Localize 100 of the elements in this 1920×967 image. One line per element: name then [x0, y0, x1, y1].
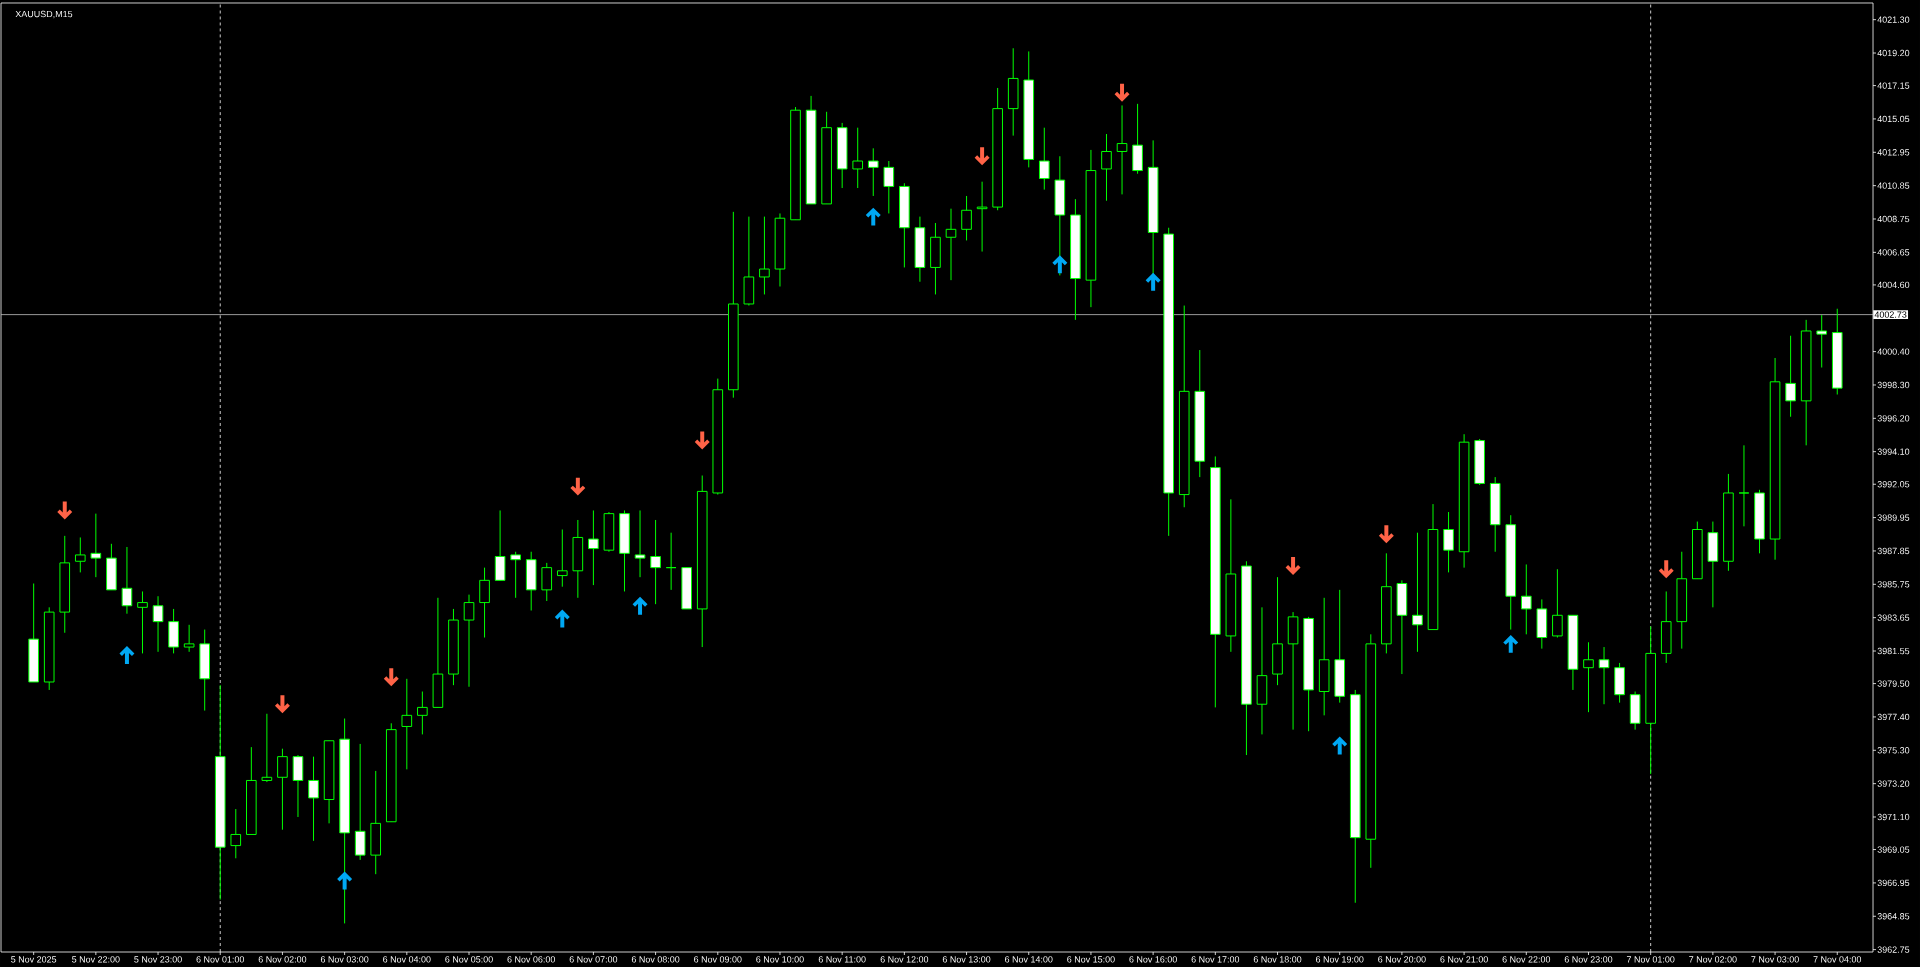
x-tick-label: 6 Nov 08:00 [631, 956, 680, 963]
x-tick-label: 7 Nov 04:00 [1813, 956, 1862, 963]
candlestick [1038, 127, 1050, 191]
candlestick [1816, 314, 1828, 368]
y-tick-label: 3975.30 [1877, 747, 1910, 754]
candlestick [961, 195, 972, 241]
candlestick [277, 748, 288, 831]
x-tick-label: 6 Nov 03:00 [320, 956, 369, 963]
candlestick [121, 546, 133, 615]
y-tick-label: 4021.30 [1877, 16, 1910, 23]
point [119, 646, 135, 664]
point [974, 147, 990, 166]
x-tick-label: 6 Nov 22:00 [1502, 956, 1551, 963]
y-tick-label: 3989.95 [1877, 514, 1910, 521]
point [1658, 560, 1674, 579]
candlestick [1738, 444, 1750, 527]
y-tick-label: 3962.75 [1877, 946, 1910, 953]
y-tick-label: 3996.20 [1877, 415, 1910, 422]
y-tick-label: 4019.20 [1877, 49, 1910, 57]
candlestick [556, 529, 568, 588]
candlestick [292, 754, 304, 818]
candlestick [1785, 335, 1796, 418]
candlestick [230, 808, 242, 859]
y-tick-label: 4010.85 [1877, 182, 1910, 189]
x-tick-label: 5 Nov 2025 [11, 956, 57, 963]
x-tick-label: 6 Nov 09:00 [694, 956, 742, 963]
x-tick-label: 6 Nov 04:00 [383, 956, 431, 963]
x-tick-label: 7 Nov 02:00 [1689, 956, 1737, 963]
y-tick-label: 3969.05 [1877, 846, 1910, 853]
y-tick-label: 3987.85 [1877, 547, 1910, 555]
x-tick-label: 7 Nov 03:00 [1751, 956, 1799, 963]
ref-line-label: 4002.73 [1874, 311, 1907, 318]
x-tick-label: 6 Nov 10:00 [756, 956, 804, 963]
x-tick-label: 6 Nov 11:00 [818, 956, 866, 963]
candlestick [852, 127, 864, 189]
candlestick [183, 624, 195, 653]
point [1145, 272, 1161, 291]
x-tick-label: 6 Nov 01:00 [196, 956, 245, 963]
point [632, 596, 648, 615]
x-tick-label: 6 Nov 21:00 [1440, 956, 1488, 963]
candlestick [261, 713, 273, 783]
y-tick-label: 3998.30 [1877, 381, 1910, 389]
candlestick [665, 532, 677, 591]
x-tick-label: 5 Nov 23:00 [134, 956, 182, 963]
candlestick [494, 509, 506, 581]
y-tick-label: 3964.85 [1877, 913, 1910, 920]
point [1285, 557, 1301, 576]
y-tick-label: 4012.95 [1877, 149, 1910, 156]
candlestick [945, 208, 957, 281]
candlestick [1552, 568, 1563, 639]
point [337, 871, 353, 890]
y-tick-label: 3983.65 [1877, 614, 1910, 621]
candlestick [479, 567, 490, 639]
x-tick-label: 6 Nov 19:00 [1315, 956, 1364, 963]
candlestick [510, 551, 521, 599]
y-tick-label: 4000.40 [1877, 348, 1910, 355]
x-tick-label: 6 Nov 17:00 [1191, 956, 1240, 963]
x-tick-label: 6 Nov 18:00 [1253, 956, 1302, 963]
point [694, 431, 710, 450]
y-tick-label: 3979.50 [1877, 680, 1910, 687]
y-tick-label: 3992.05 [1877, 481, 1910, 488]
x-tick-label: 7 Nov 01:00 [1626, 956, 1675, 963]
y-tick-label: 3971.10 [1877, 813, 1910, 821]
candlestick [1583, 641, 1594, 713]
y-tick-label: 3994.10 [1877, 448, 1910, 455]
point [1114, 83, 1130, 102]
candlestick [1116, 104, 1128, 195]
point [1378, 525, 1394, 544]
x-tick-label: 6 Nov 15:00 [1067, 956, 1115, 963]
y-tick-label: 3973.20 [1877, 780, 1910, 787]
candlestick [1598, 646, 1610, 705]
candlestick [152, 595, 164, 653]
x-tick-label: 6 Nov 20:00 [1378, 956, 1426, 963]
candlestick [1520, 563, 1532, 635]
y-tick-label: 3981.55 [1877, 647, 1910, 655]
y-tick-label: 4008.75 [1877, 215, 1910, 223]
x-tick-label: 6 Nov 12:00 [880, 956, 929, 963]
candlestick [1101, 133, 1112, 202]
y-tick-label: 3977.40 [1877, 713, 1910, 721]
point [554, 609, 570, 628]
candlestick [463, 594, 475, 688]
candlestick [1443, 511, 1454, 573]
point [1332, 736, 1348, 755]
y-tick-label: 4004.60 [1877, 281, 1910, 289]
point [570, 477, 586, 496]
candlestick [883, 160, 895, 214]
candlestick [976, 181, 988, 253]
candlestick [137, 590, 148, 654]
y-tick-label: 4006.65 [1877, 249, 1910, 256]
candlestick [417, 691, 428, 735]
candlestick [90, 513, 102, 578]
point [1052, 255, 1068, 274]
candlestick [74, 536, 86, 573]
candlestick [588, 509, 599, 586]
candlestick [541, 562, 553, 602]
x-tick-label: 6 Nov 16:00 [1129, 956, 1177, 963]
x-tick-label: 6 Nov 23:00 [1564, 956, 1613, 963]
point [383, 668, 399, 687]
y-tick-label: 4017.15 [1877, 82, 1910, 89]
candlestick [650, 519, 661, 605]
